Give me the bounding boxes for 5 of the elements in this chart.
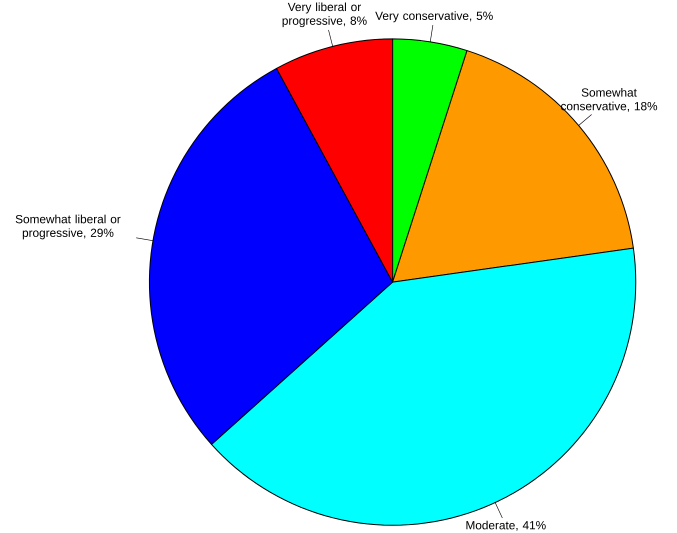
slice-label: Very liberal or progressive, 8%	[282, 2, 367, 28]
slice-label: Somewhat conservative, 18%	[560, 88, 658, 112]
slice-label: Somewhat liberal or progressive, 29%	[16, 214, 121, 240]
slice-label: Very conservative, 5%	[375, 11, 493, 22]
slice-label: Moderate, 41%	[466, 520, 546, 531]
